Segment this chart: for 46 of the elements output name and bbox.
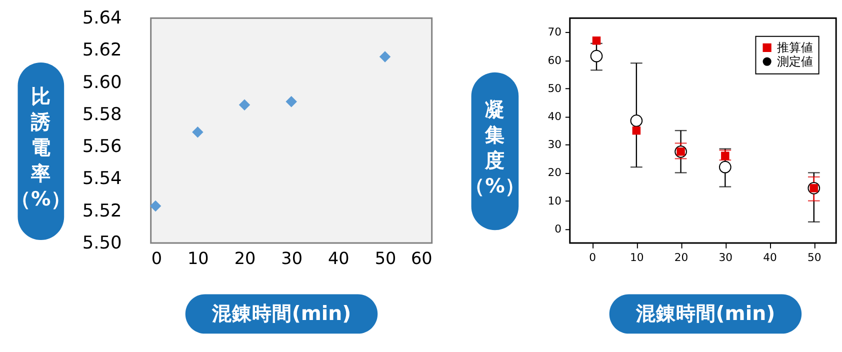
x-tick-label: 30 xyxy=(281,248,303,268)
y-tick-label: 20 xyxy=(548,166,562,180)
x-tick-label: 20 xyxy=(234,248,256,268)
x-axis-title: 混錬時間(min) xyxy=(210,302,352,325)
point xyxy=(590,50,603,62)
y-tick-label: 5.62 xyxy=(82,40,122,61)
y-tick-label: 0 xyxy=(554,222,562,236)
x-tick-label: 40 xyxy=(328,248,350,268)
point xyxy=(630,114,643,127)
y-tick-label: 5.54 xyxy=(82,169,122,190)
point xyxy=(379,51,391,62)
y-tick-label: 50 xyxy=(548,82,562,95)
x-axis-title: 混錬時間(min) xyxy=(634,302,776,325)
y-tick-label: 5.64 xyxy=(82,8,122,29)
legend-label: 測定値 xyxy=(776,54,813,68)
x-tick-label: 10 xyxy=(630,251,644,264)
point xyxy=(718,160,732,174)
point xyxy=(721,152,730,160)
x-tick-label: 60 xyxy=(411,248,432,268)
y-tick-label: 5.58 xyxy=(82,104,122,125)
point xyxy=(238,99,250,110)
point xyxy=(150,200,162,212)
x-tick-label: 0 xyxy=(589,251,596,264)
x-tick-label: 0 xyxy=(151,248,162,268)
point xyxy=(632,126,641,135)
x-tick-label: 30 xyxy=(718,251,733,264)
x-tick-label: 50 xyxy=(808,251,822,264)
y-tick-label: 5.52 xyxy=(82,201,122,222)
y-tick-label: 10 xyxy=(548,194,562,208)
y-tick-label: 70 xyxy=(548,26,562,39)
y-tick-label: 5.56 xyxy=(82,137,122,158)
x-tick-label: 20 xyxy=(674,251,688,264)
y-axis-title: 比誘電率（%） xyxy=(11,84,71,210)
point xyxy=(592,36,601,45)
y-tick-label: 60 xyxy=(548,54,562,67)
y-tick-label: 5.60 xyxy=(82,72,122,93)
y-tick-label: 5.50 xyxy=(82,233,122,254)
y-tick-label: 40 xyxy=(548,110,562,123)
x-tick-label: 10 xyxy=(188,248,209,268)
point xyxy=(286,96,297,108)
x-tick-label: 50 xyxy=(374,248,396,268)
x-tick-label: 40 xyxy=(763,251,778,264)
legend-label: 推算値 xyxy=(776,40,813,55)
y-axis-title: 凝集度（%） xyxy=(465,98,525,198)
point xyxy=(192,126,204,138)
y-tick-label: 30 xyxy=(548,138,562,152)
